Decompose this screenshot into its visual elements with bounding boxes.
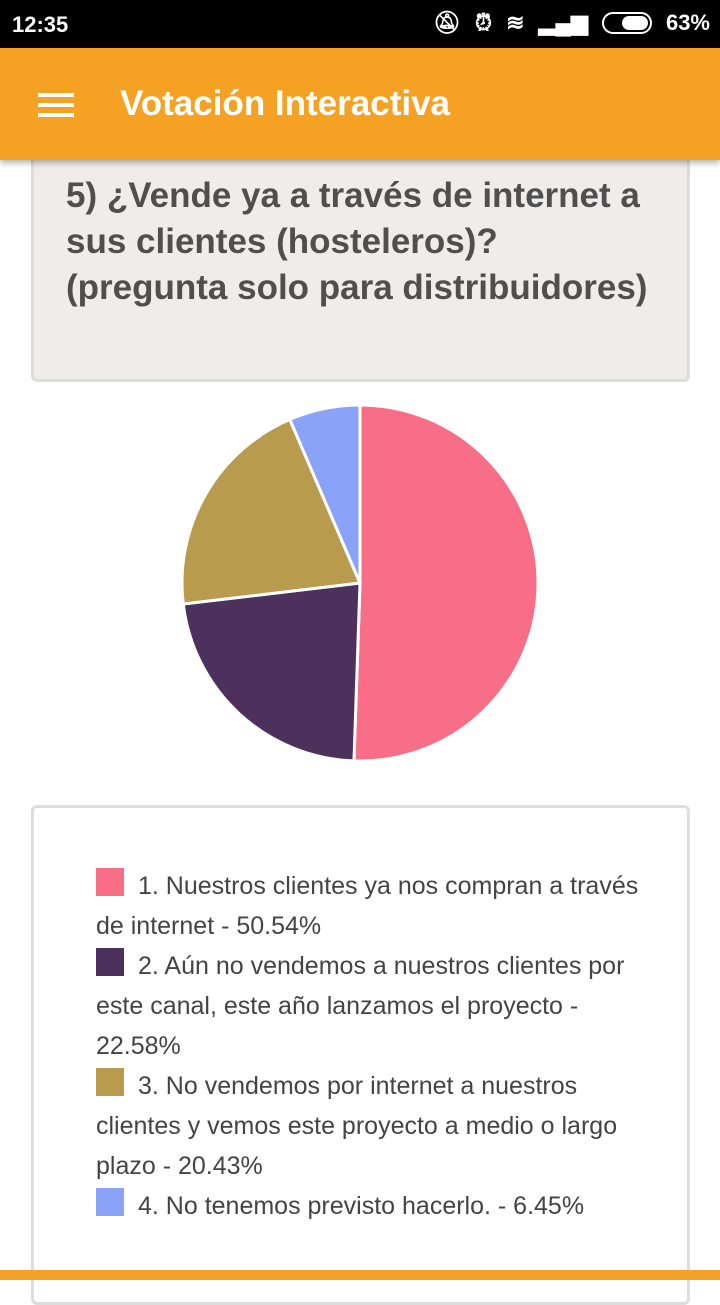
question-text: 5) ¿Vende ya a través de internet a sus … [66,176,648,307]
legend-label: 2. Aún no vendemos a nuestros clientes p… [96,952,625,1060]
alarm-icon: ⏰︎ [474,10,493,35]
legend-item: 2. Aún no vendemos a nuestros clientes p… [96,946,647,1066]
app-title: Votación Interactiva [120,84,451,123]
legend-label: 1. Nuestros clientes ya nos compran a tr… [96,872,639,940]
bottom-bar [0,1270,720,1280]
pie-slice-4 [287,403,362,584]
legend-swatch [96,948,124,976]
clock: 12:35 [12,12,69,37]
legend-item: 1. Nuestros clientes ya nos compran a tr… [96,866,647,946]
legend-swatch [96,868,124,896]
legend-swatch [96,1188,124,1216]
menu-icon[interactable] [38,93,74,117]
wifi-icon: ≋ [506,10,525,35]
battery-icon [601,12,652,34]
pie-slice-1 [352,403,540,763]
legend-item: 3. No vendemos por internet a nuestros c… [96,1066,647,1186]
pie-slice-3 [180,417,363,606]
pie-slice-2 [181,581,362,763]
legend-swatch [96,1068,124,1096]
status-bar: 12:35 🔕︎ ⏰︎ ≋ ▂▄▆ 63% [0,0,720,48]
battery-percent: 63% [665,10,710,35]
legend-label: 3. No vendemos por internet a nuestros c… [96,1072,618,1180]
signal-icon: ▂▄▆ [538,10,588,35]
question-card: 5) ¿Vende ya a través de internet a sus … [31,130,690,382]
legend-label: 4. No tenemos previsto hacerlo. - 6.45% [138,1192,585,1220]
app-bar: Votación Interactiva [0,48,720,160]
legend: 1. Nuestros clientes ya nos compran a tr… [31,805,690,1305]
pie-chart [180,403,540,763]
legend-item: 4. No tenemos previsto hacerlo. - 6.45% [96,1186,647,1226]
mute-icon: 🔕︎ [432,10,461,35]
